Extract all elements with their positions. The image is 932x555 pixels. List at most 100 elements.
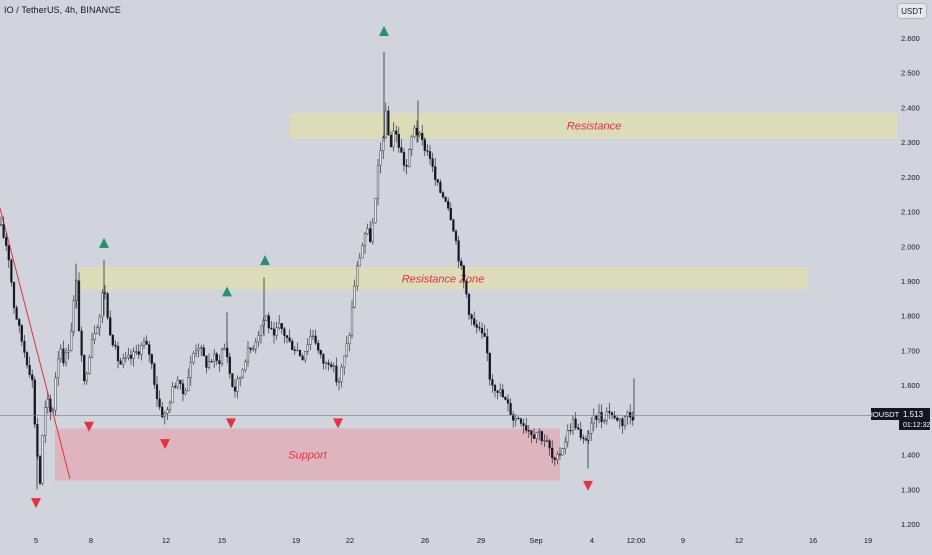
candle xyxy=(72,295,75,337)
candle xyxy=(166,406,169,421)
candle xyxy=(400,139,403,154)
candle xyxy=(267,312,270,334)
x-tick-label: 8 xyxy=(89,536,93,545)
candle xyxy=(57,351,60,387)
currency-button[interactable]: USDT xyxy=(897,3,927,19)
candle xyxy=(579,421,582,441)
down-arrow-icon[interactable] xyxy=(226,418,236,429)
zone-resistance-zone[interactable] xyxy=(78,267,808,290)
candle xyxy=(402,148,406,172)
candle xyxy=(187,368,190,392)
up-arrow-icon[interactable] xyxy=(99,237,109,248)
candle xyxy=(504,396,507,401)
candle xyxy=(296,342,299,352)
candle xyxy=(33,376,36,429)
x-tick-label: 12 xyxy=(735,536,743,545)
candle xyxy=(41,434,44,486)
candle xyxy=(111,334,114,348)
candle xyxy=(527,425,530,438)
candle xyxy=(470,313,473,326)
candle xyxy=(441,190,445,199)
trendline-layer xyxy=(0,207,71,479)
candle xyxy=(301,353,304,361)
y-tick-label: 1.400 xyxy=(901,451,920,460)
candle xyxy=(423,137,426,157)
price-label-ticker: IOUSDT xyxy=(871,410,900,419)
candle xyxy=(597,403,601,424)
x-tick-label: 22 xyxy=(346,536,354,545)
candle xyxy=(49,394,52,421)
candle xyxy=(5,233,8,252)
candle xyxy=(366,223,369,236)
up-arrow-icon[interactable] xyxy=(379,26,389,37)
candle xyxy=(218,354,221,372)
candle xyxy=(145,335,148,345)
candle xyxy=(436,178,439,186)
y-tick-label: 2.400 xyxy=(901,103,920,112)
up-arrow-icon[interactable] xyxy=(260,255,270,266)
candle xyxy=(223,343,226,351)
candle xyxy=(51,407,55,414)
candle xyxy=(275,321,278,340)
candle xyxy=(379,142,382,174)
x-tick-label: 19 xyxy=(864,536,872,545)
down-arrow-icon[interactable] xyxy=(31,498,41,509)
candle xyxy=(449,202,452,221)
candle xyxy=(90,332,94,359)
candle xyxy=(600,404,603,428)
candle xyxy=(38,454,42,486)
candle xyxy=(309,329,312,351)
y-tick-label: 1.600 xyxy=(901,381,920,390)
candle xyxy=(207,353,211,370)
zone-resistance[interactable] xyxy=(290,112,898,139)
candle xyxy=(447,197,450,211)
down-arrow-icon[interactable] xyxy=(333,418,343,429)
price-label-box xyxy=(899,408,930,430)
candle xyxy=(408,148,411,168)
candle xyxy=(356,261,359,291)
candle xyxy=(545,435,549,442)
x-tick-label: 16 xyxy=(809,536,817,545)
candle xyxy=(335,357,338,386)
candle xyxy=(285,334,289,344)
candles-layer xyxy=(0,51,635,490)
candle xyxy=(135,344,138,356)
down-arrow-icon[interactable] xyxy=(84,421,94,432)
candle xyxy=(491,374,494,393)
candle xyxy=(382,135,385,160)
candle xyxy=(10,258,13,287)
candle xyxy=(350,300,354,339)
up-arrow-icon[interactable] xyxy=(222,286,232,297)
candle xyxy=(330,361,333,369)
candle xyxy=(509,398,512,416)
y-tick-label: 2.000 xyxy=(901,242,920,251)
candle xyxy=(124,351,127,363)
candle xyxy=(361,242,364,259)
x-axis[interactable]: 5 8 12 15 19 22 26 29 Sep 4 12:00 9 12 16 19 xyxy=(34,536,872,545)
candle xyxy=(46,392,49,414)
candle xyxy=(389,131,393,148)
candle xyxy=(618,417,621,429)
candle xyxy=(179,379,182,390)
zone-label-support: Support xyxy=(288,450,327,462)
candle xyxy=(467,293,471,320)
candle xyxy=(556,451,559,465)
candle xyxy=(98,313,101,337)
candle xyxy=(530,429,533,443)
down-arrow-icon[interactable] xyxy=(583,480,593,491)
candle xyxy=(192,351,195,366)
candle xyxy=(475,320,478,334)
candle xyxy=(548,438,551,456)
candle xyxy=(122,353,125,369)
x-tick-label: 15 xyxy=(218,536,226,545)
y-axis[interactable]: 2.600 2.500 2.400 2.300 2.200 2.100 2.000 1.900… xyxy=(901,34,920,529)
zone-support[interactable] xyxy=(55,428,560,481)
candle xyxy=(233,379,237,398)
trendline[interactable] xyxy=(0,207,71,479)
candle xyxy=(306,338,309,355)
down-arrow-icon[interactable] xyxy=(160,439,170,450)
candle xyxy=(210,358,213,363)
candle xyxy=(80,326,83,363)
